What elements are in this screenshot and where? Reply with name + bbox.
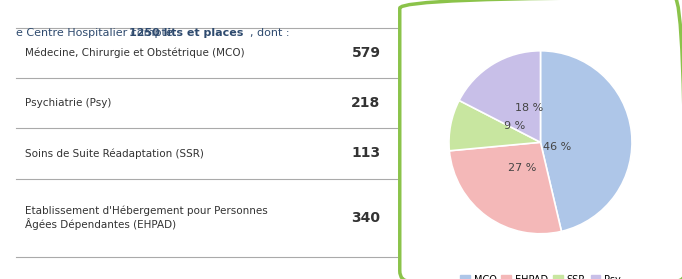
Text: 46 %: 46 % (543, 142, 571, 152)
Text: e Centre Hospitalier compte: e Centre Hospitalier compte (16, 28, 177, 38)
Text: 340: 340 (351, 211, 381, 225)
Wedge shape (449, 100, 540, 151)
Text: 218: 218 (351, 96, 381, 110)
Text: Etablissement d'Hébergement pour Personnes
Âgées Dépendantes (EHPAD): Etablissement d'Hébergement pour Personn… (25, 205, 267, 230)
Text: , dont :: , dont : (250, 28, 289, 38)
Text: 1250 lits et places: 1250 lits et places (129, 28, 243, 38)
Text: 9 %: 9 % (504, 121, 526, 131)
Text: Médecine, Chirurgie et Obstétrique (MCO): Médecine, Chirurgie et Obstétrique (MCO) (25, 48, 244, 58)
Text: 27 %: 27 % (508, 163, 536, 173)
Legend: MCO, EHPAD, SSR, Psy: MCO, EHPAD, SSR, Psy (456, 271, 625, 279)
Wedge shape (540, 51, 632, 231)
Text: Soins de Suite Réadaptation (SSR): Soins de Suite Réadaptation (SSR) (25, 148, 203, 159)
Text: 18 %: 18 % (516, 102, 544, 112)
Text: 113: 113 (351, 146, 381, 160)
Text: Psychiatrie (Psy): Psychiatrie (Psy) (25, 98, 111, 108)
Wedge shape (449, 142, 561, 234)
Wedge shape (459, 51, 541, 142)
Text: 579: 579 (351, 46, 381, 60)
